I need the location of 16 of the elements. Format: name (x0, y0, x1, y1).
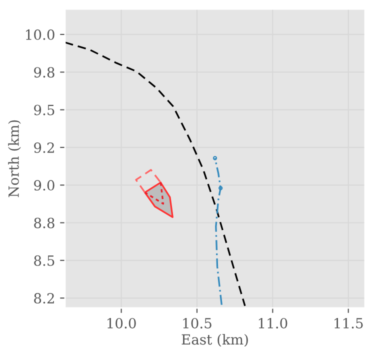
y-tick-label: 8.2 (34, 293, 54, 304)
y-tick-label: 8.5 (34, 255, 54, 266)
y-tick-label: 9.0 (34, 180, 54, 191)
y-tick-label: 9.5 (34, 104, 54, 116)
x-tick-label: 10.5 (183, 318, 212, 328)
line-series (65, 42, 246, 307)
y-axis-title: North (km) (8, 120, 21, 198)
y-tick-label: 10.0 (26, 29, 54, 40)
x-axis-title: East (km) (182, 334, 248, 347)
y-tick-label: 9.8 (34, 67, 54, 78)
y-tick-label: 9.2 (34, 142, 54, 153)
line-series (214, 157, 222, 306)
y-tick-label: 8.8 (34, 218, 54, 228)
x-tick-label: 10.0 (108, 318, 136, 328)
x-tick-label: 11.5 (334, 318, 363, 328)
x-tick-label: 11.0 (258, 318, 288, 328)
